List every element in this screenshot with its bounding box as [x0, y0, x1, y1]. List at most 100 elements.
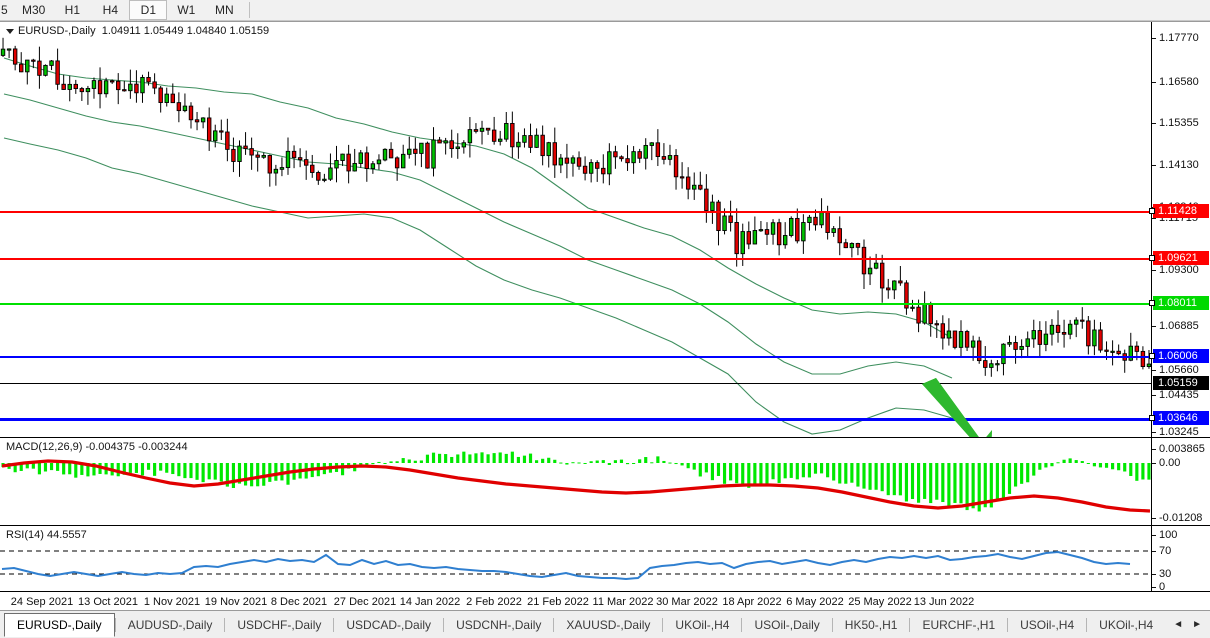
level-line-1-09621[interactable]	[0, 258, 1151, 260]
price-axis-tick: 1.16580	[1152, 76, 1199, 88]
timeframe-button-mn[interactable]: MN	[215, 3, 234, 17]
price-axis-tick: 1.03245	[1152, 426, 1199, 437]
date-axis-tick: 30 Mar 2022	[656, 596, 718, 608]
level-line-1-08011[interactable]	[0, 303, 1151, 305]
price-axis-tick: 1.06885	[1152, 320, 1199, 332]
timeframe-button-m5[interactable]: 5	[1, 3, 8, 17]
timeframe-toolbar: 5 M30 H1 H4 D1 W1 MN	[0, 0, 1210, 21]
tab-scroll-right-icon[interactable]: ►	[1192, 619, 1202, 630]
rsi-pane[interactable]: RSI(14) 44.5557 100 70 30 0	[0, 525, 1210, 591]
date-axis-tick: 11 Mar 2022	[592, 596, 654, 608]
tab-separator	[662, 617, 664, 632]
timeframe-button-w1[interactable]: W1	[177, 3, 196, 17]
level-line-1-06006[interactable]	[0, 356, 1151, 358]
symbol-tab[interactable]: UKOil-,H4	[675, 617, 730, 632]
date-axis-tick: 13 Jun 2022	[913, 596, 975, 608]
price-candlestick-svg	[0, 37, 1151, 435]
level-drag-handle[interactable]	[1149, 255, 1155, 261]
price-level-badge[interactable]: 1.06006	[1149, 349, 1209, 363]
bollinger-bands	[3, 57, 953, 435]
tab-separator	[1086, 617, 1088, 632]
symbol-tab[interactable]: XAUUSD-,Daily	[566, 617, 651, 632]
price-level-badge[interactable]: 1.09621	[1149, 251, 1209, 265]
down-arrow-annotation-icon[interactable]	[900, 372, 1010, 437]
date-axis-tick: 1 Nov 2021	[143, 596, 201, 608]
date-axis-tick: 24 Sep 2021	[10, 596, 74, 608]
price-axis-tick: 1.05660	[1152, 364, 1199, 376]
date-axis-tick: 8 Dec 2021	[270, 596, 328, 608]
symbol-tab[interactable]: EURCHF-,H1	[922, 617, 996, 632]
timeframe-button-h4[interactable]: H4	[102, 3, 119, 17]
date-axis-tick: 18 Apr 2022	[722, 596, 782, 608]
macd-svg	[1, 451, 1151, 513]
price-axis-tick: 1.04435	[1152, 389, 1199, 401]
level-line-1-03646[interactable]	[0, 418, 1151, 421]
macd-axis-tick: 0.003865	[1152, 443, 1205, 455]
date-axis-tick: 27 Dec 2021	[333, 596, 397, 608]
date-axis-tick: 14 Jan 2022	[399, 596, 461, 608]
macd-plot-area[interactable]: MACD(12,26,9) -0.004375 -0.003244	[0, 438, 1152, 525]
rsi-axis-tick: 0	[1152, 581, 1165, 591]
date-axis-tick: 19 Nov 2021	[204, 596, 268, 608]
rsi-svg	[0, 550, 1151, 581]
symbol-tab[interactable]: USDCAD-,Daily	[346, 617, 432, 632]
macd-pane[interactable]: MACD(12,26,9) -0.004375 -0.003244 0.0038…	[0, 437, 1210, 525]
date-axis-tick: 13 Oct 2021	[78, 596, 138, 608]
macd-axis-tick: -0.01208	[1152, 512, 1202, 524]
symbol-tab[interactable]: UKOil-,H4	[1099, 617, 1154, 632]
tab-separator	[553, 617, 555, 632]
price-axis-tick: 1.09300	[1152, 264, 1199, 276]
toolbar-separator	[249, 2, 251, 18]
rsi-plot-area[interactable]: RSI(14) 44.5557	[0, 526, 1152, 591]
symbol-tab[interactable]: HK50-,H1	[844, 617, 898, 632]
price-level-value: 1.05159	[1158, 377, 1198, 389]
rsi-axis-tick: 30	[1152, 568, 1171, 580]
date-axis-tick: 25 May 2022	[848, 596, 912, 608]
price-axis-tick: 1.15355	[1152, 117, 1199, 129]
price-level-badge[interactable]: 1.05159	[1153, 376, 1209, 390]
symbol-tab[interactable]: USDCNH-,Daily	[456, 617, 542, 632]
tab-scroll-left-icon[interactable]: ◄	[1173, 619, 1184, 630]
date-axis-tick: 21 Feb 2022	[527, 596, 589, 608]
date-axis[interactable]: 24 Sep 2021 13 Oct 2021 1 Nov 2021 19 Nov 2…	[0, 591, 1210, 611]
price-level-badge[interactable]: 1.03646	[1149, 411, 1209, 425]
price-axis-tick: 1.17770	[1152, 32, 1199, 44]
symbol-tab[interactable]: USOil-,H4	[1020, 617, 1075, 632]
level-line-1-11428[interactable]	[0, 211, 1151, 213]
level-drag-handle[interactable]	[1149, 208, 1155, 214]
level-drag-handle[interactable]	[1149, 300, 1155, 306]
level-drag-handle[interactable]	[1149, 415, 1155, 421]
symbol-tab[interactable]: USDCHF-,Daily	[237, 617, 322, 632]
symbol-tab[interactable]: USOil-,Daily	[754, 617, 820, 632]
price-level-value: 1.09621	[1158, 252, 1198, 264]
rsi-axis: 100 70 30 0	[1152, 526, 1210, 591]
macd-axis: 0.003865 0.00 -0.01208	[1152, 438, 1210, 525]
tab-separator	[114, 617, 116, 632]
price-level-badge[interactable]: 1.11428	[1149, 204, 1209, 218]
symbol-tab[interactable]: AUDUSD-,Daily	[127, 617, 213, 632]
price-axis-tick: 1.14130	[1152, 159, 1199, 171]
timeframe-button-h1[interactable]: H1	[64, 3, 81, 17]
tab-separator	[333, 617, 335, 632]
level-line-1-05159[interactable]	[0, 383, 1151, 384]
symbol-tab[interactable]: EURUSD-,Daily	[4, 612, 115, 637]
rsi-axis-tick: 100	[1152, 529, 1177, 541]
price-level-value: 1.03646	[1158, 412, 1198, 424]
timeframe-button-d1[interactable]: D1	[129, 0, 168, 20]
tab-separator	[831, 617, 833, 632]
price-plot-area[interactable]: EURUSD-,Daily 1.04911 1.05449 1.04840 1.…	[0, 22, 1152, 437]
macd-signal-line	[1, 459, 1151, 513]
chart-frame: EURUSD-,Daily 1.04911 1.05449 1.04840 1.…	[0, 21, 1210, 611]
price-level-badge[interactable]: 1.08011	[1149, 296, 1209, 310]
tab-separator	[443, 617, 445, 632]
tab-separator	[224, 617, 226, 632]
price-level-value: 1.11428	[1158, 205, 1197, 217]
tab-separator	[741, 617, 743, 632]
level-drag-handle[interactable]	[1149, 353, 1155, 359]
symbol-tab-bar: EURUSD-,Daily AUDUSD-,Daily USDCHF-,Daily U…	[0, 610, 1210, 638]
price-level-value: 1.06006	[1158, 350, 1198, 362]
price-pane[interactable]: EURUSD-,Daily 1.04911 1.05449 1.04840 1.…	[0, 22, 1210, 437]
price-axis[interactable]: 1.177701.165801.153551.141301.129401.117…	[1149, 22, 1210, 437]
timeframe-button-m30[interactable]: M30	[22, 3, 46, 17]
